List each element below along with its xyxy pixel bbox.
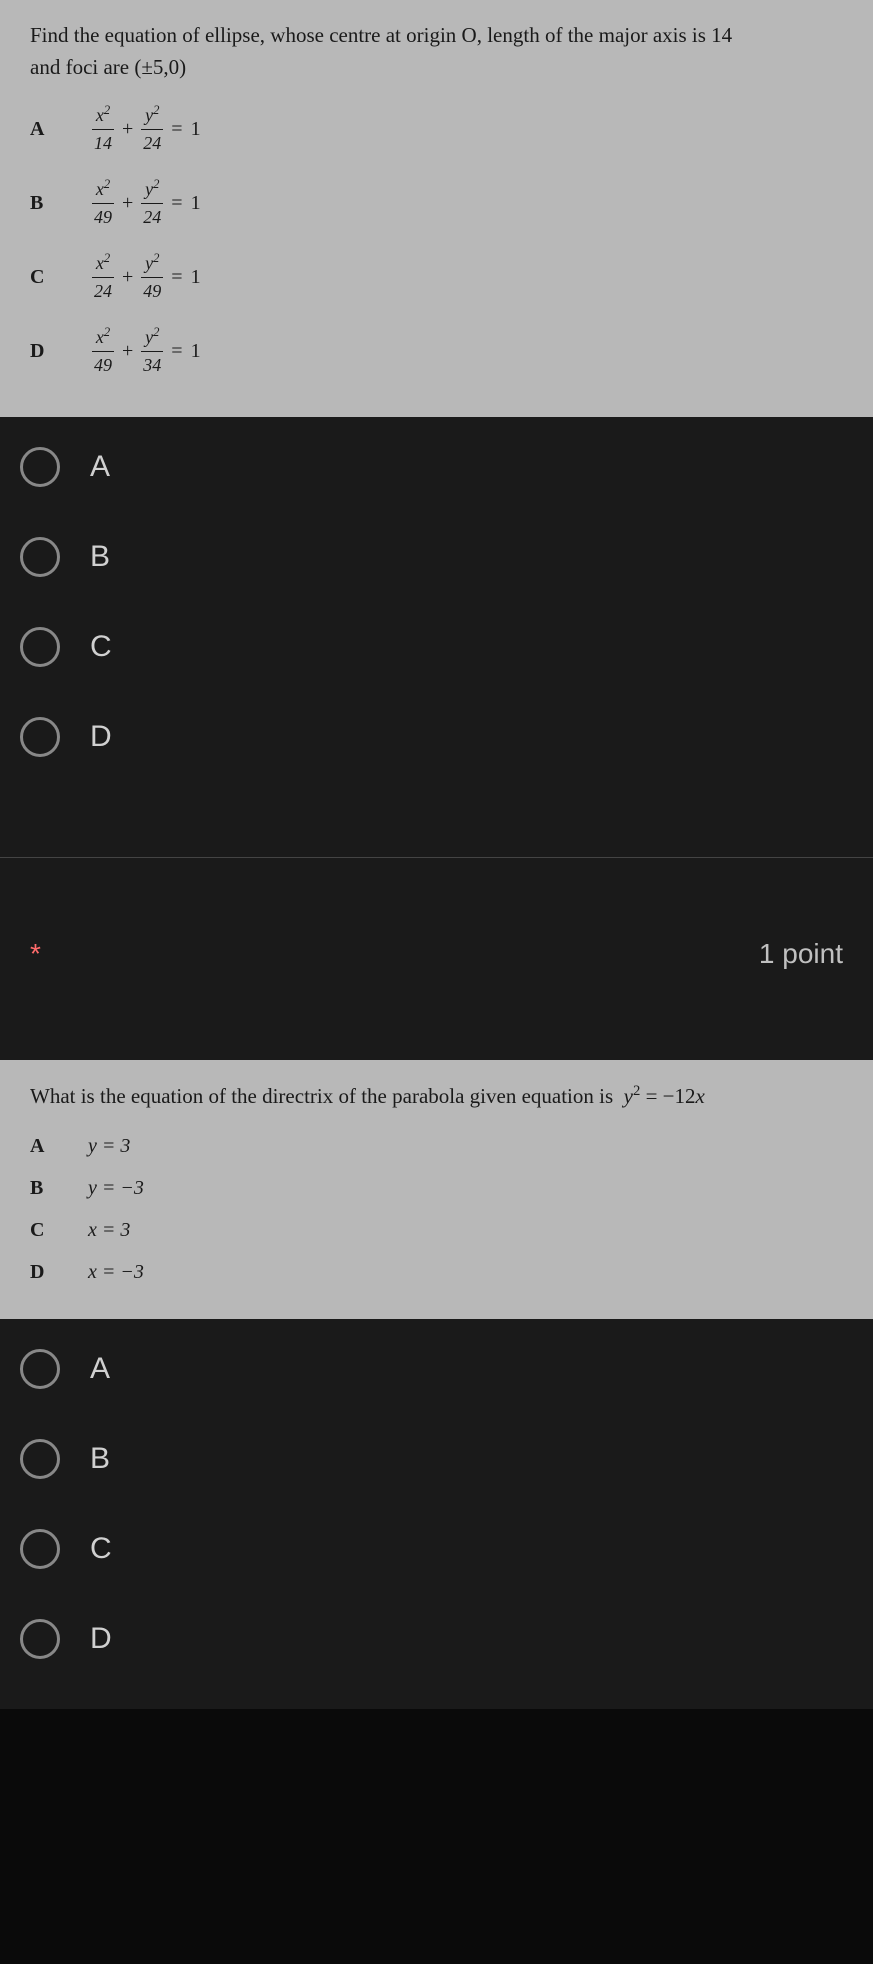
q2-option-b-equation: y = −3 <box>88 1173 144 1203</box>
radio-circle-icon <box>20 717 60 757</box>
q1-option-b-row: B x249 + y224 =1 <box>30 175 843 231</box>
q1-radio-b-label: B <box>90 540 110 574</box>
q1-radio-a[interactable]: A <box>20 447 853 487</box>
radio-circle-icon <box>20 537 60 577</box>
question-1-prompt-line1: Find the equation of ellipse, whose cent… <box>30 23 732 47</box>
question-2-prompt: What is the equation of the directrix of… <box>30 1080 843 1113</box>
q1-option-d-equation: x249 + y234 =1 <box>88 323 205 379</box>
q2-radio-a[interactable]: A <box>20 1349 853 1389</box>
q2-option-a-letter: A <box>30 1131 50 1161</box>
radio-circle-icon <box>20 1619 60 1659</box>
q2-radio-c[interactable]: C <box>20 1529 853 1569</box>
q2-radio-d-label: D <box>90 1622 112 1656</box>
question-2-card: * 1 point What is the equation of the di… <box>0 858 873 1709</box>
q1-radio-c[interactable]: C <box>20 627 853 667</box>
q1-option-a-equation: x214 + y224 =1 <box>88 101 205 157</box>
q2-option-a-equation: y = 3 <box>88 1131 130 1161</box>
required-indicator-icon: * <box>30 938 41 970</box>
q2-option-b-letter: B <box>30 1173 50 1203</box>
radio-circle-icon <box>20 1439 60 1479</box>
q1-option-c-row: C x224 + y249 =1 <box>30 249 843 305</box>
q2-answer-options: A B C D <box>0 1319 873 1709</box>
q1-option-d-letter: D <box>30 336 50 366</box>
q1-option-a-row: A x214 + y224 =1 <box>30 101 843 157</box>
q2-option-d-equation: x = −3 <box>88 1257 144 1287</box>
q2-radio-b-label: B <box>90 1442 110 1476</box>
q2-radio-a-label: A <box>90 1352 110 1386</box>
question-1-card: Find the equation of ellipse, whose cent… <box>0 0 873 857</box>
question-2-content: What is the equation of the directrix of… <box>0 1060 873 1319</box>
q2-radio-b[interactable]: B <box>20 1439 853 1479</box>
q1-option-c-letter: C <box>30 262 50 292</box>
q2-radio-d[interactable]: D <box>20 1619 853 1659</box>
q1-radio-d[interactable]: D <box>20 717 853 757</box>
q2-option-d-row: D x = −3 <box>30 1257 843 1287</box>
q1-radio-c-label: C <box>90 630 112 664</box>
q2-radio-c-label: C <box>90 1532 112 1566</box>
question-1-content: Find the equation of ellipse, whose cent… <box>0 0 873 417</box>
question-1-prompt: Find the equation of ellipse, whose cent… <box>30 20 843 83</box>
q1-option-a-letter: A <box>30 114 50 144</box>
question-2-header: * 1 point <box>0 858 873 1060</box>
q2-option-b-row: B y = −3 <box>30 1173 843 1203</box>
radio-circle-icon <box>20 1349 60 1389</box>
q2-option-c-equation: x = 3 <box>88 1215 130 1245</box>
radio-circle-icon <box>20 447 60 487</box>
q2-option-c-row: C x = 3 <box>30 1215 843 1245</box>
q1-radio-b[interactable]: B <box>20 537 853 577</box>
q2-option-a-row: A y = 3 <box>30 1131 843 1161</box>
q1-option-b-letter: B <box>30 188 50 218</box>
q1-option-d-row: D x249 + y234 =1 <box>30 323 843 379</box>
q2-option-d-letter: D <box>30 1257 50 1287</box>
radio-circle-icon <box>20 1529 60 1569</box>
points-label: 1 point <box>759 938 843 970</box>
q1-radio-d-label: D <box>90 720 112 754</box>
q1-radio-a-label: A <box>90 450 110 484</box>
radio-circle-icon <box>20 627 60 667</box>
q1-answer-options: A B C D <box>0 417 873 857</box>
q1-option-c-equation: x224 + y249 =1 <box>88 249 205 305</box>
q2-option-c-letter: C <box>30 1215 50 1245</box>
q1-option-b-equation: x249 + y224 =1 <box>88 175 205 231</box>
question-1-prompt-line2: and foci are (±5,0) <box>30 55 186 79</box>
